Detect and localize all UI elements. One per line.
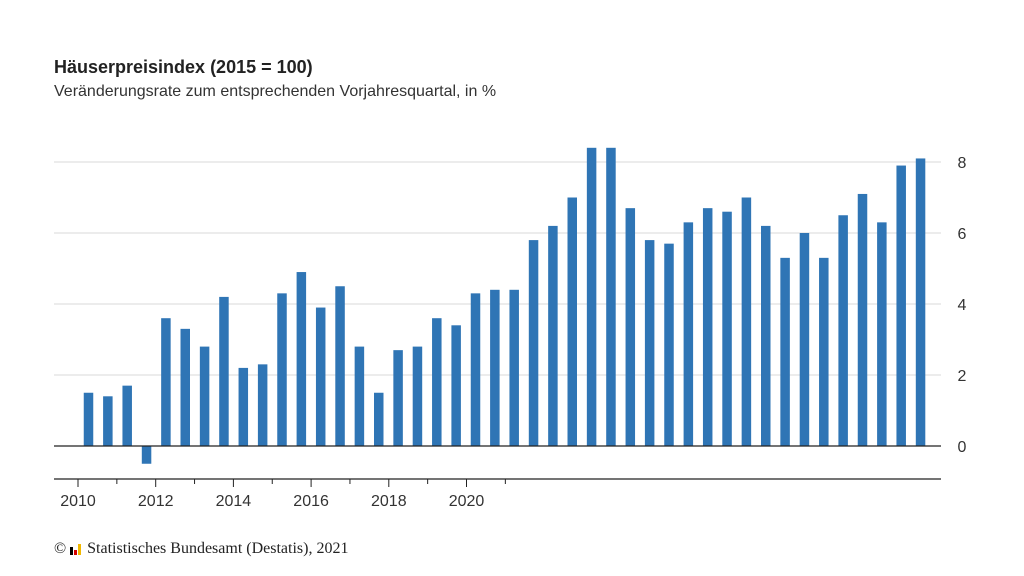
- bar-2012-Q3: [277, 293, 287, 446]
- source-footer: © Statistisches Bundesamt (Destatis), 20…: [54, 540, 348, 558]
- bar-2011-Q3: [199, 346, 210, 446]
- y-tick-label: 4: [958, 297, 967, 314]
- bar-2012-Q4: [296, 272, 307, 446]
- y-tick-label: 2: [958, 368, 967, 385]
- bar-2011-Q1: [161, 318, 171, 446]
- bar-2020-Q4: [915, 158, 926, 446]
- bar-2019-Q1: [780, 257, 790, 446]
- bar-2018-Q3: [741, 197, 752, 446]
- bar-2017-Q4: [683, 222, 694, 446]
- bar-2020-Q1: [857, 193, 868, 446]
- x-tick-label: 2018: [371, 493, 407, 510]
- bar-2016-Q1: [548, 225, 558, 446]
- x-tick-label: 2016: [293, 493, 329, 510]
- bar-2010-Q1: [83, 392, 94, 446]
- bar-2017-Q1: [625, 208, 636, 446]
- y-tick-label: 8: [958, 155, 967, 172]
- bar-2015-Q1: [470, 293, 481, 446]
- bar-2016-Q4: [606, 147, 616, 447]
- source-text: Statistisches Bundesamt (Destatis), 2021: [87, 540, 349, 557]
- bar-2010-Q2: [103, 396, 113, 446]
- destatis-logo-icon: [69, 542, 83, 556]
- x-tick-label: 2010: [60, 493, 96, 510]
- bar-2018-Q1: [702, 208, 713, 446]
- bar-2015-Q4: [528, 240, 539, 446]
- y-tick-label: 0: [958, 439, 967, 456]
- x-tick-label: 2020: [449, 493, 485, 510]
- chart-subtitle: Veränderungsrate zum entsprechenden Vorj…: [54, 83, 497, 100]
- bar-2020-Q2: [877, 222, 887, 446]
- bar-2014-Q2: [412, 346, 423, 446]
- bar-2014-Q4: [451, 325, 461, 446]
- bar-2019-Q4: [838, 215, 848, 446]
- chart-title: Häuserpreisindex (2015 = 100): [54, 57, 313, 77]
- bar-2014-Q3: [432, 318, 442, 446]
- copyright-symbol: ©: [54, 540, 67, 557]
- bar-2017-Q2: [644, 240, 655, 446]
- bar-2014-Q1: [393, 350, 403, 446]
- bar-2019-Q2: [799, 233, 810, 446]
- x-tick-label: 2014: [216, 493, 252, 510]
- bar-2017-Q3: [664, 243, 674, 446]
- bar-2018-Q2: [722, 211, 732, 446]
- bar-2020-Q3: [896, 165, 906, 447]
- bar-2013-Q2: [335, 286, 345, 446]
- bar-2016-Q2: [567, 197, 577, 446]
- bar-2011-Q2: [180, 328, 190, 446]
- bar-2012-Q1: [238, 367, 249, 446]
- x-tick-label: 2012: [138, 493, 174, 510]
- bar-2010-Q4: [141, 446, 152, 464]
- bar-2011-Q4: [219, 296, 229, 446]
- bar-2012-Q2: [257, 364, 268, 446]
- bar-2013-Q4: [374, 392, 384, 446]
- bar-2010-Q3: [122, 385, 132, 446]
- y-tick-label: 6: [958, 226, 967, 243]
- bar-2013-Q1: [315, 307, 326, 446]
- bar-2015-Q3: [509, 289, 519, 446]
- bar-2015-Q2: [490, 289, 500, 446]
- bar-2019-Q3: [819, 257, 829, 446]
- bar-2013-Q3: [354, 346, 365, 446]
- bar-2016-Q3: [586, 147, 597, 447]
- bar-2018-Q4: [761, 225, 771, 446]
